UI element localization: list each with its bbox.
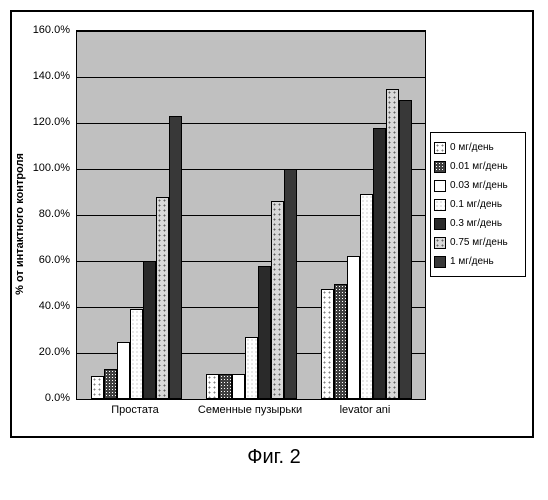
legend-swatch — [434, 218, 446, 230]
y-tick-label: 120.0% — [33, 116, 70, 128]
y-tick-label: 40.0% — [39, 300, 70, 312]
legend-label: 0.01 мг/день — [450, 161, 508, 172]
bar — [104, 369, 117, 399]
gridline — [77, 123, 425, 124]
legend-label: 0.03 мг/день — [450, 180, 508, 191]
y-tick-label: 140.0% — [33, 70, 70, 82]
bar — [169, 116, 182, 399]
bar — [232, 374, 245, 399]
gridline — [77, 77, 425, 78]
bar — [399, 100, 412, 399]
figure-caption: Фиг. 2 — [10, 446, 538, 469]
bar — [334, 284, 347, 399]
y-tick-label: 80.0% — [39, 208, 70, 220]
legend-swatch — [434, 256, 446, 268]
x-category-label: Семенные пузырьки — [198, 404, 302, 416]
bar — [321, 289, 334, 399]
legend-item: 0.01 мг/день — [434, 158, 522, 175]
legend-label: 0 мг/день — [450, 142, 494, 153]
bar — [245, 337, 258, 399]
legend-label: 0.1 мг/день — [450, 199, 502, 210]
bar — [258, 266, 271, 399]
y-axis-title: % от интактного контроля — [14, 153, 26, 295]
bar — [130, 309, 143, 399]
bar — [143, 261, 156, 399]
legend-item: 0.3 мг/день — [434, 215, 522, 232]
y-tick-label: 60.0% — [39, 254, 70, 266]
legend-item: 0 мг/день — [434, 139, 522, 156]
bar — [347, 256, 360, 399]
bar — [284, 169, 297, 399]
legend-item: 0.75 мг/день — [434, 234, 522, 251]
legend: 0 мг/день 0.01 мг/день 0.03 мг/день 0.1 мг/… — [430, 132, 526, 277]
bar — [91, 376, 104, 399]
x-category-label: levator ani — [340, 404, 391, 416]
chart-frame: % от интактного контроля 0 мг/день 0.01 м… — [10, 10, 534, 438]
y-tick-label: 160.0% — [33, 24, 70, 36]
y-tick-label: 20.0% — [39, 346, 70, 358]
plot-area — [76, 30, 426, 400]
legend-swatch — [434, 237, 446, 249]
figure-container: % от интактного контроля 0 мг/день 0.01 м… — [0, 0, 548, 500]
legend-item: 1 мг/день — [434, 253, 522, 270]
bar — [360, 194, 373, 399]
legend-label: 0.75 мг/день — [450, 237, 508, 248]
legend-item: 0.1 мг/день — [434, 196, 522, 213]
bar — [206, 374, 219, 399]
y-tick-label: 100.0% — [33, 162, 70, 174]
bar — [373, 128, 386, 399]
bar — [219, 374, 232, 399]
bar — [386, 89, 399, 400]
legend-swatch — [434, 142, 446, 154]
legend-swatch — [434, 199, 446, 211]
legend-label: 1 мг/день — [450, 256, 494, 267]
x-category-label: Простата — [111, 404, 158, 416]
bar — [117, 342, 130, 400]
y-tick-label: 0.0% — [45, 392, 70, 404]
legend-swatch — [434, 161, 446, 173]
bar — [271, 201, 284, 399]
legend-swatch — [434, 180, 446, 192]
gridline — [77, 31, 425, 32]
legend-item: 0.03 мг/день — [434, 177, 522, 194]
bar — [156, 197, 169, 399]
legend-label: 0.3 мг/день — [450, 218, 502, 229]
